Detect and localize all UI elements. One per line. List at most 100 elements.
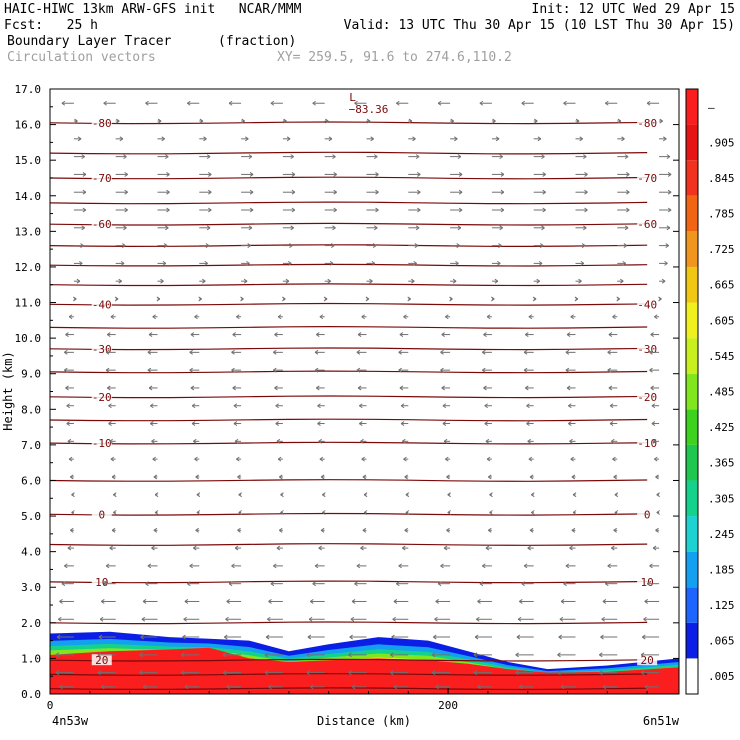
wind-arrowhead [654,314,658,320]
wind-arrowhead [484,421,488,426]
wind-arrowhead [473,670,478,676]
wind-arrowhead [270,581,275,587]
wind-arrowhead [362,527,367,533]
wind-arrowhead [202,278,206,284]
isotherm-label-bg [637,437,658,449]
wind-arrowhead [527,438,531,444]
wind-arrowhead [458,207,463,213]
wind-arrowhead [398,563,402,569]
wind-arrowhead [519,684,523,690]
isotherm-label: -80 [92,117,112,130]
wind-arrowhead [491,296,495,302]
wind-arrowhead [165,225,169,231]
wind-arrowhead [644,684,648,690]
wind-arrowhead [457,154,462,160]
wind-arrowhead [67,545,72,551]
wind-arrowhead [482,349,486,355]
wind-arrowhead [458,171,463,177]
wind-arrowhead [534,118,538,124]
wind-arrowhead [291,207,296,213]
wind-arrowhead [411,278,415,284]
wind-arrowhead [542,189,546,195]
isotherm-line [50,672,648,676]
colorbar-label: .365 [708,457,735,470]
y-tick-label: 0.0 [21,688,41,701]
wind-arrowhead [189,349,193,355]
wind-arrowhead [667,171,672,177]
wind-arrowhead [437,581,442,587]
wind-arrowhead [151,438,155,444]
wind-arrowhead [571,527,576,533]
wind-arrowhead [374,154,378,160]
isotherm-line [50,302,648,306]
wind-arrowhead [488,527,492,533]
wind-arrowhead [402,545,406,551]
wind-arrowhead [206,225,211,231]
wind-arrowhead [559,616,564,622]
isotherm-label-bg [637,116,658,128]
wind-arrowhead [265,634,270,640]
wind-arrowhead [71,510,75,515]
wind-arrowhead [111,527,116,533]
wind-arrowhead [319,314,324,320]
wind-arrowhead [583,225,587,231]
wind-arrowhead [196,492,201,498]
wind-arrowhead [108,403,112,409]
wind-arrowhead [540,243,544,249]
wind-arrowhead [310,684,314,690]
y-tick-label: 14.0 [15,190,42,203]
wind-arrowhead [500,189,505,195]
wind-arrowhead [541,154,545,160]
wind-arrowhead [306,652,310,658]
wind-arrowhead [560,684,565,690]
wind-arrowhead [124,189,128,195]
wind-arrowhead [600,634,604,640]
wind-arrowhead [402,438,406,444]
wind-arrowhead [434,616,438,622]
wind-arrowhead [349,634,353,640]
wind-arrowhead [440,349,444,355]
wind-arrowhead [399,385,404,391]
wind-arrowhead [616,296,620,302]
wind-arrowhead [570,314,574,320]
wind-arrowhead [374,225,378,231]
wind-arrowhead [529,474,534,480]
wind-arrowhead [485,438,490,444]
wind-arrowhead [531,510,535,515]
wind-arrowhead [640,670,645,676]
colorbar-segment [686,195,698,232]
wind-arrowhead [495,136,500,142]
wind-arrowhead [363,510,368,515]
header-title: HAIC-HIWC 13km ARW-GFS init NCAR/MMM [4,2,302,17]
wind-arrowhead [156,296,161,302]
wind-arrowhead [357,385,362,391]
wind-arrowhead [565,367,570,373]
wind-arrowhead [626,171,630,177]
wind-arrowhead [151,545,155,551]
wind-arrowhead [393,684,398,690]
wind-arrowhead [557,670,561,676]
wind-arrowhead [150,403,154,409]
wind-arrowhead [231,563,235,569]
isotherm-label: 20 [641,654,654,667]
colorbar-label: .185 [708,563,735,576]
wind-arrowhead [521,100,525,106]
wind-arrowhead [148,332,153,337]
wind-arrowhead [165,154,169,160]
wind-arrowhead [613,527,617,533]
wind-arrowhead [166,171,170,177]
wind-arrowhead [659,118,663,124]
wind-arrowhead [226,599,230,604]
wind-arrowhead [66,421,70,426]
wind-arrowhead [396,581,400,587]
isotherm-label: 20 [95,654,108,667]
wind-arrowhead [323,296,328,302]
wind-arrowhead [399,332,404,337]
wind-arrowhead [405,510,410,515]
wind-arrowhead [482,367,486,373]
wind-arrowhead [359,403,363,409]
colorbar-label: .245 [708,528,735,541]
wind-arrowhead [59,599,63,604]
wind-arrowhead [314,563,319,569]
wind-arrowhead [607,349,611,355]
